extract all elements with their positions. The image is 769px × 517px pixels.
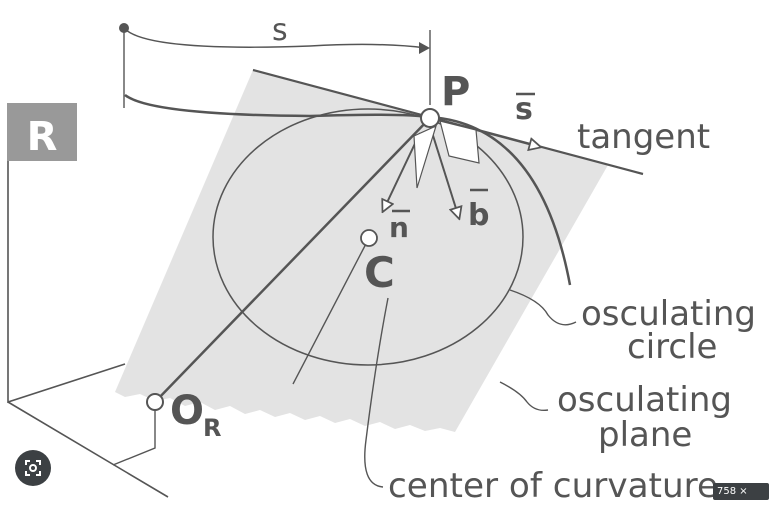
center-label: C [364,248,395,297]
plane-leader [499,381,549,412]
normal-vector-label: n [389,211,409,244]
tangent-vector-label: s [515,92,533,127]
space-curve [124,93,572,286]
osculating-circle-label-line1: osculating [581,294,756,334]
frame-label: R [27,114,58,160]
normal-vector [383,132,421,211]
point-label: P [441,69,470,115]
osculating-plane-label-line2: plane [598,415,692,455]
frame-axes [7,160,169,498]
origin-leader [112,402,156,466]
image-search-icon [25,460,41,476]
osculating-circle [212,108,524,366]
radius-line [292,237,370,385]
image-size-badge: 758 × 497 [713,483,769,514]
center-point [360,229,378,247]
arc-length-label: s [272,13,288,48]
binormal-vector-label: b [468,198,489,233]
osculating-circle-label-line2: circle [627,327,717,367]
origin-subscript: R [203,414,221,442]
osculating-plane-label-line1: osculating [557,380,732,420]
binormal-vector [429,125,459,218]
frame-box [7,103,77,161]
arc-dimension-arrowhead [419,42,430,54]
center-leader [364,297,389,488]
origin-point [146,393,164,411]
right-angle-marker-normal [413,124,437,189]
arc-start-dot [119,23,129,33]
circle-leader [509,289,577,326]
tangent-label: tangent [577,117,710,157]
origin-label: O [170,388,204,434]
arc-dimension [123,27,427,49]
right-angle-marker-binormal [439,120,480,164]
position-vector [154,117,431,403]
center-of-curvature-label: center of curvature [388,466,718,506]
image-search-button[interactable] [15,450,51,486]
point-p [420,108,440,128]
